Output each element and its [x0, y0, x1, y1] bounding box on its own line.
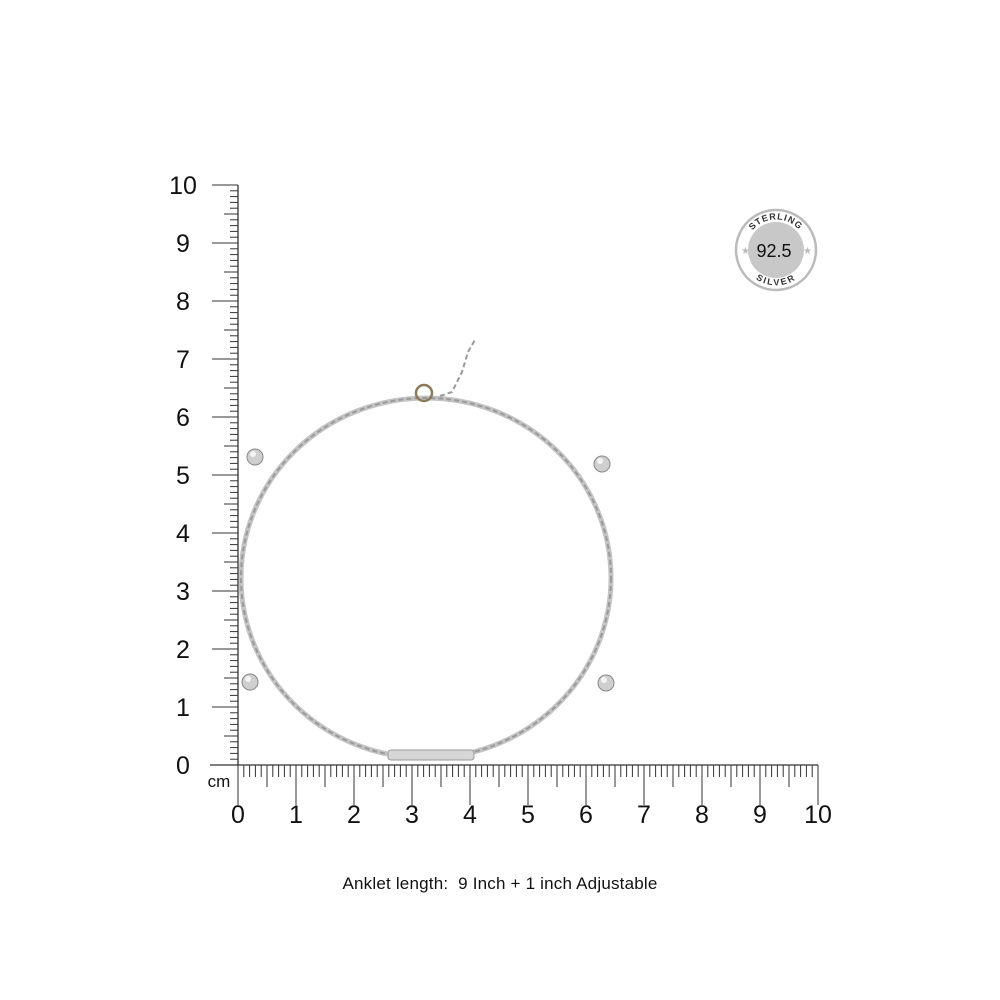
ruler: 0 1 2 3 4 5 6 7 8 9 10 0 1 2 3 4 5 6 7 8 9 10 cm [169, 172, 832, 829]
x-tick-label: 0 [231, 801, 245, 829]
bar-charm [387, 749, 475, 761]
x-tick-label: 6 [579, 801, 593, 829]
x-tick-label: 7 [637, 801, 651, 829]
y-tick-label: 0 [176, 752, 190, 780]
x-tick-label: 2 [347, 801, 361, 829]
y-tick-label: 8 [176, 288, 190, 316]
bead-highlight [597, 458, 603, 464]
badge-bottom-text: SILVER [755, 272, 796, 287]
chain [238, 395, 614, 761]
y-tick-label: 4 [176, 520, 190, 548]
y-tick-label: 1 [176, 694, 190, 722]
x-tick-label: 9 [753, 801, 767, 829]
chain-links [240, 397, 612, 759]
sterling-silver-badge: STERLING SILVER 92.5 ★ ★ [734, 208, 818, 292]
y-tick-label: 5 [176, 462, 190, 490]
star-icon: ★ [803, 246, 812, 257]
spring-ring-clasp [414, 383, 434, 403]
x-tick-label: 10 [804, 801, 832, 829]
bead-charm [246, 448, 264, 466]
bead-highlight [250, 451, 256, 457]
y-tick-label: 6 [176, 404, 190, 432]
y-tick-label: 2 [176, 636, 190, 664]
anklet-image [238, 337, 615, 761]
bead-highlight [245, 676, 251, 682]
extension-chain [439, 337, 477, 397]
x-tick-label: 8 [695, 801, 709, 829]
y-tick-label: 7 [176, 346, 190, 374]
anklet-length-caption: Anklet length: 9 Inch + 1 inch Adjustabl… [342, 874, 658, 893]
star-icon: ★ [741, 246, 750, 257]
badge-value: 92.5 [756, 241, 791, 261]
unit-label: cm [208, 772, 231, 791]
svg-text:SILVER: SILVER [755, 272, 798, 287]
x-tick-label: 5 [521, 801, 535, 829]
bead-charm [241, 673, 259, 691]
y-tick-label: 3 [176, 578, 190, 606]
y-tick-label: 9 [176, 230, 190, 258]
x-tick-label: 1 [289, 801, 303, 829]
y-tick-label: 10 [169, 172, 197, 200]
x-tick-label: 4 [463, 801, 477, 829]
x-tick-label: 3 [405, 801, 419, 829]
bead-charm [597, 674, 615, 692]
bead-charm [593, 455, 611, 473]
bead-highlight [601, 677, 607, 683]
